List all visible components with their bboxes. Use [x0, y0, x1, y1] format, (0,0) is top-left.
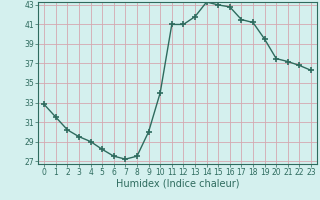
X-axis label: Humidex (Indice chaleur): Humidex (Indice chaleur) — [116, 179, 239, 189]
